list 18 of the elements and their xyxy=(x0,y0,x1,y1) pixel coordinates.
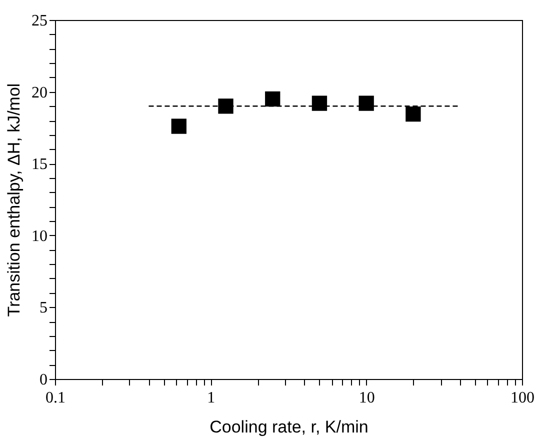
point xyxy=(312,96,328,111)
y-tick-label: 0 xyxy=(40,372,48,388)
x-tick-label: 10 xyxy=(358,390,375,406)
y-tick-label: 10 xyxy=(32,228,48,245)
point xyxy=(171,118,186,134)
y-tick-label: 20 xyxy=(32,84,48,102)
y-tick-label: 15 xyxy=(32,156,48,174)
x-tick-label: 0.1 xyxy=(46,390,66,406)
y-tick-label: 25 xyxy=(32,12,48,30)
x-axis-title: Cooling rate, r, K/min xyxy=(210,418,368,436)
point xyxy=(218,98,234,114)
point xyxy=(358,96,374,111)
y-tick-label: 5 xyxy=(40,300,48,317)
point xyxy=(406,106,421,122)
y-axis-title: Transition enthalpy, ΔH, kJ/mol xyxy=(4,83,24,317)
x-tick-label: 100 xyxy=(510,390,534,406)
point xyxy=(265,91,280,107)
x-tick-label: 1 xyxy=(207,390,216,406)
